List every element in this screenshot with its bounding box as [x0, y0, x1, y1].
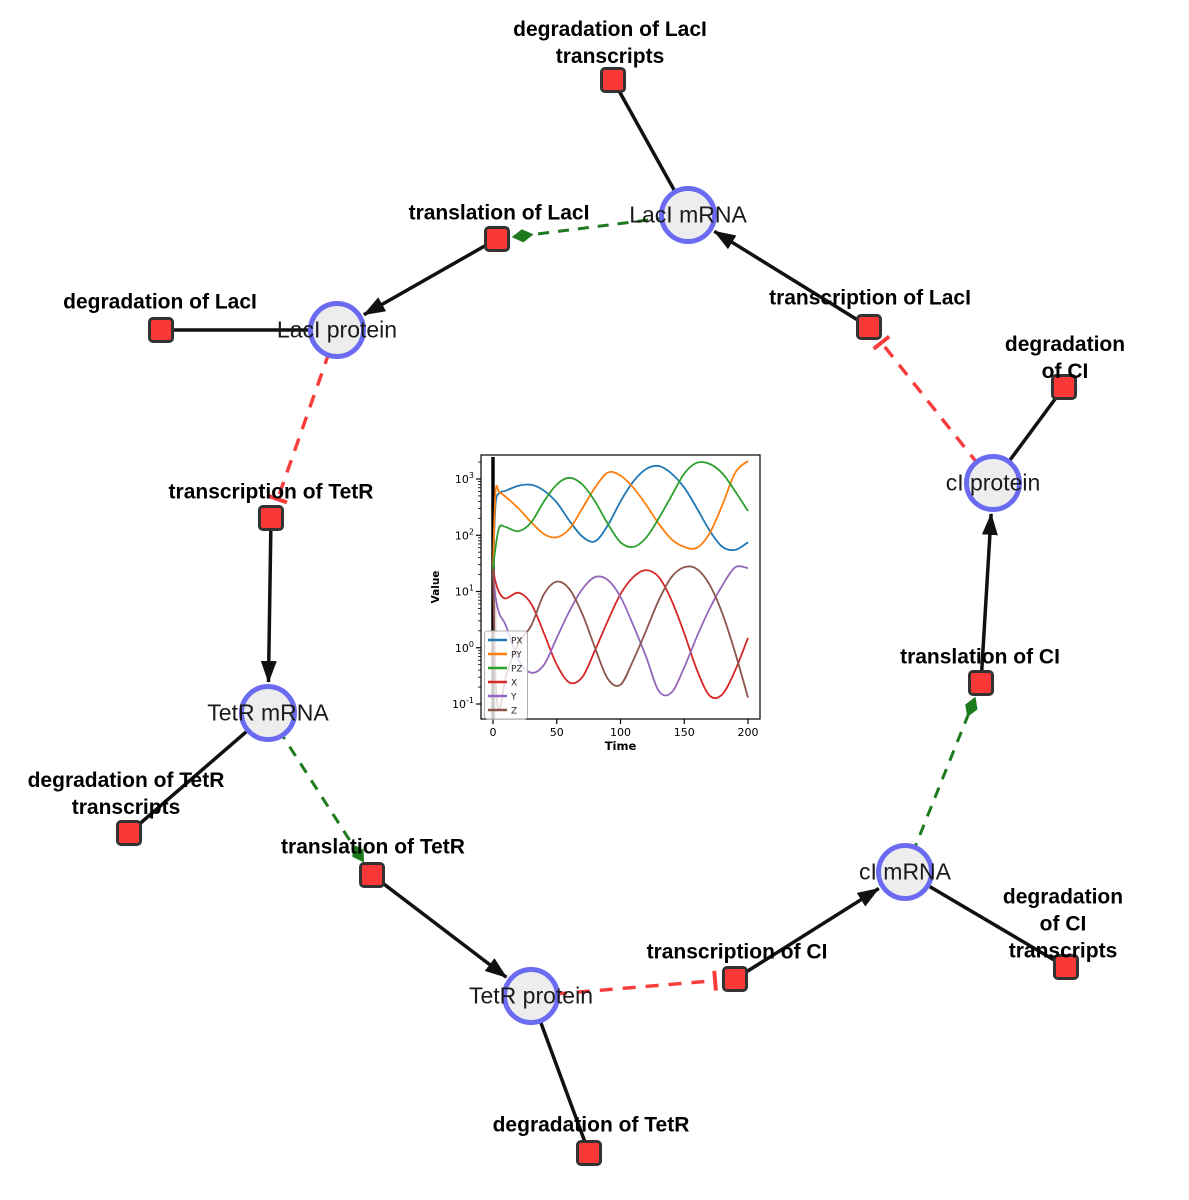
chart-xlabel: Time: [605, 739, 637, 753]
chart-x-axis: 0 50 100 150 200 Time: [490, 719, 759, 753]
reaction-label-deg-tetr-tx: degradation of TetR transcripts: [27, 769, 225, 819]
chart-y-axis: 103 102 101 100 10-1 Value: [430, 461, 481, 711]
reaction-label-transl-ci: translation of CI: [900, 645, 1060, 669]
edge-modifier-tetr-mrna-to-transl-tetr: [266, 712, 365, 863]
chart-series-group: [492, 460, 749, 711]
reaction-node-transl-tetr[interactable]: [359, 862, 385, 888]
chart-legend-label-X: X: [511, 679, 517, 689]
edge-modifier-laci-mrna-to-transl-laci: [511, 213, 689, 243]
svg-text:50: 50: [550, 726, 564, 739]
svg-text:102: 102: [455, 527, 474, 542]
species-node-laci-protein[interactable]: [308, 301, 366, 359]
reaction-node-deg-laci-tx[interactable]: [600, 67, 626, 93]
species-node-ci-protein[interactable]: [964, 454, 1022, 512]
reaction-label-txn-laci: transcription of LacI: [769, 286, 971, 310]
reaction-label-txn-tetr: transcription of TetR: [168, 480, 374, 504]
chart-series-X: [492, 568, 749, 700]
reaction-label-deg-ci-tx: degradation of CI transcripts: [1002, 885, 1124, 963]
chart-legend-label-PX: PX: [511, 637, 523, 647]
edge-plain-ci-mrna-to-deg-ci-tx: [904, 870, 1067, 969]
reaction-node-txn-laci[interactable]: [856, 314, 882, 340]
reaction-label-deg-laci: degradation of LacI: [63, 290, 257, 314]
svg-text:101: 101: [455, 584, 474, 599]
chart-legend: PX PY PZ XYZ: [484, 630, 528, 720]
reaction-node-txn-tetr[interactable]: [258, 505, 284, 531]
inset-chart: 0 50 100 150 200Time10310210110010-1ValuePXP…: [430, 454, 761, 753]
edge-arrow-transl-ci-to-ci-protein: [979, 512, 998, 684]
edge-arrow-txn-tetr-to-tetr-mrna: [260, 517, 277, 684]
species-label-tetr-mrna: TetR mRNA: [207, 699, 329, 726]
chart-legend-label-PY: PY: [511, 651, 522, 661]
species-label-tetr-protein: TetR protein: [468, 982, 594, 1009]
chart-legend-label-Y: Y: [510, 693, 517, 703]
edge-inhibition-tetr-protein-to-txn-ci: [530, 970, 718, 998]
reaction-node-deg-tetr-tx[interactable]: [116, 820, 142, 846]
edge-arrow-txn-laci-to-laci-mrna: [713, 229, 870, 329]
edge-plain-tetr-mrna-to-deg-tetr-tx: [127, 711, 270, 835]
edge-arrow-transl-tetr-to-tetr-protein: [370, 873, 508, 979]
edge-arrow-txn-ci-to-ci-mrna: [734, 887, 880, 981]
svg-text:10-1: 10-1: [452, 696, 474, 711]
reaction-label-transl-tetr: translation of TetR: [281, 835, 465, 859]
reaction-node-transl-laci[interactable]: [484, 226, 510, 252]
reaction-node-deg-ci[interactable]: [1051, 374, 1077, 400]
reaction-node-deg-tetr[interactable]: [576, 1140, 602, 1166]
species-node-ci-mrna[interactable]: [876, 843, 934, 901]
reaction-label-deg-laci-tx: degradation of LacI transcripts: [513, 18, 707, 68]
svg-text:100: 100: [610, 726, 631, 739]
species-node-tetr-mrna[interactable]: [239, 684, 297, 742]
reaction-label-transl-laci: translation of LacI: [408, 201, 590, 225]
edge-inhibition-laci-protein-to-txn-tetr: [267, 329, 339, 505]
chart-series-Z: [492, 565, 749, 711]
reaction-label-txn-ci: transcription of CI: [646, 940, 828, 964]
chart-series-PX: [492, 464, 749, 570]
chart-ylabel: Value: [430, 571, 442, 604]
species-label-laci-protein: LacI protein: [276, 316, 398, 343]
reaction-label-deg-ci: degradation of CI: [1004, 333, 1126, 383]
reaction-label-deg-tetr: degradation of TetR: [492, 1113, 690, 1137]
svg-text:0: 0: [490, 726, 497, 739]
reaction-node-deg-ci-tx[interactable]: [1053, 954, 1079, 980]
chart-legend-label-Z: Z: [511, 707, 517, 717]
chart-series-PZ: [492, 461, 749, 570]
chart-legend-label-PZ: PZ: [511, 665, 523, 675]
svg-text:100: 100: [455, 640, 474, 655]
species-label-ci-mrna: cI mRNA: [859, 858, 951, 885]
species-label-laci-mrna: LacI mRNA: [629, 201, 747, 228]
chart-series-PY: [492, 460, 749, 570]
reaction-node-txn-ci[interactable]: [722, 966, 748, 992]
svg-text:200: 200: [738, 726, 759, 739]
svg-text:103: 103: [455, 471, 474, 486]
species-node-tetr-protein[interactable]: [502, 967, 560, 1025]
species-node-laci-mrna[interactable]: [659, 186, 717, 244]
reaction-node-transl-ci[interactable]: [968, 670, 994, 696]
edge-arrow-transl-laci-to-laci-protein: [363, 237, 498, 317]
species-label-ci-protein: cI protein: [945, 469, 1041, 496]
reaction-node-deg-laci[interactable]: [148, 317, 174, 343]
svg-text:150: 150: [674, 726, 695, 739]
